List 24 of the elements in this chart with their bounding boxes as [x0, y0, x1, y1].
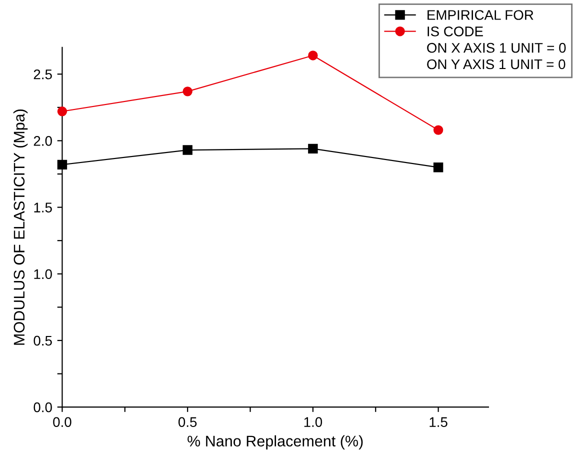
point: [182, 145, 192, 155]
x-axis-title: % Nano Replacement (%): [188, 435, 363, 450]
point: [433, 125, 444, 135]
annotation: ON Y AXIS 1 UNIT = 0: [427, 59, 566, 70]
point: [308, 50, 318, 60]
x-tick-label: 0.0: [53, 417, 72, 427]
y-tick-label: 2.5: [34, 69, 52, 80]
x-tick-label: 0.5: [178, 417, 197, 427]
y-tick-label: 2.0: [34, 136, 52, 146]
legend-label: IS CODE: [428, 26, 483, 36]
legend-label: EMPIRICAL FOR: [428, 10, 534, 20]
x-tick-label: 1.0: [304, 417, 322, 427]
x-tick-label: 1.5: [430, 417, 448, 427]
y-tick-label: 1.5: [34, 202, 52, 212]
y-tick-label: 0.0: [34, 402, 52, 412]
annotation: ON X AXIS 1 UNIT = 0: [427, 42, 566, 53]
point: [308, 144, 318, 154]
point: [182, 86, 192, 96]
point: [57, 160, 68, 170]
point: [433, 162, 444, 172]
y-axis-title: MODULUS OF ELASTICITY (Mpa): [13, 110, 28, 345]
y-tick-label: 1.0: [34, 269, 52, 280]
point: [57, 106, 68, 116]
y-tick-label: 0.5: [34, 336, 52, 346]
